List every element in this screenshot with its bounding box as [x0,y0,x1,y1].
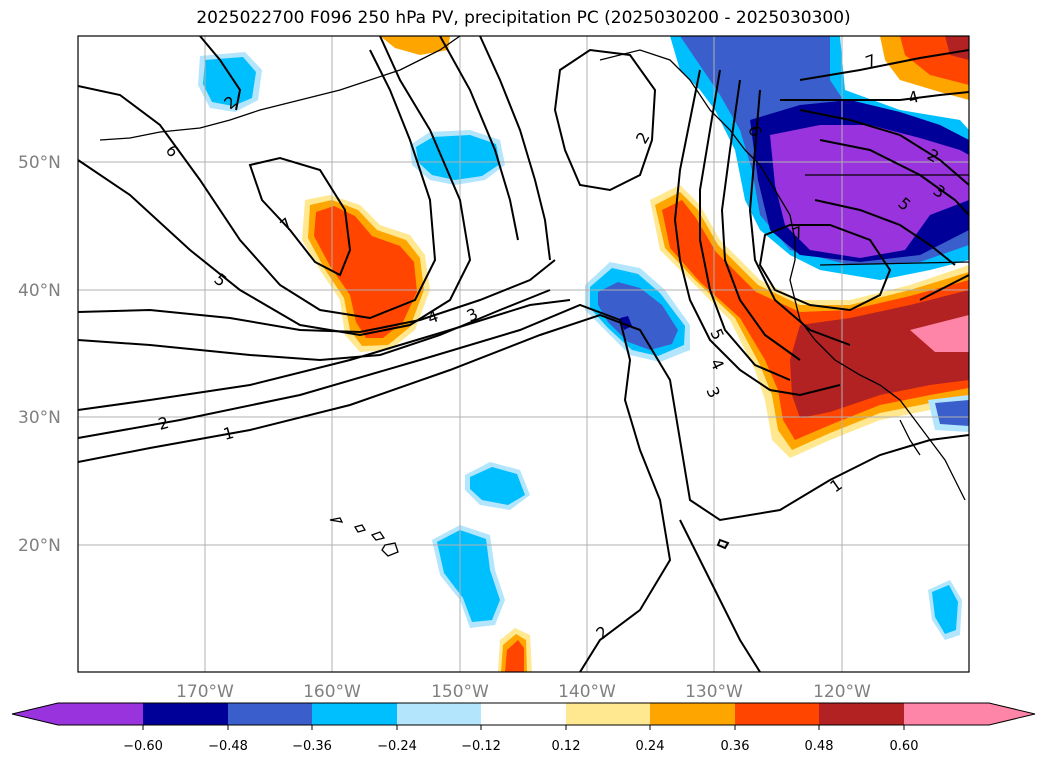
colorbar-bin [904,703,989,725]
coastlines [99,36,969,557]
colorbar-bin [566,703,650,725]
colorbar-bin [397,703,481,725]
precip-shading [198,36,969,672]
contour-label: 2 [156,413,171,434]
longitude-labels: 170°W 160°W 150°W 140°W 130°W 120°W [176,682,871,702]
colorbar-bin [143,703,228,725]
colorbar-tick-label: 0.60 [890,739,919,754]
colorbar-bin [228,703,312,725]
lat-label: 30°N [18,408,61,428]
lon-label: 170°W [176,682,234,702]
latitude-labels: 50°N 40°N 30°N 20°N [18,153,61,556]
colorbar-bin [481,703,566,725]
pv-contours [78,36,969,672]
lon-label: 130°W [685,682,743,702]
lat-label: 40°N [18,281,61,301]
colorbar-bin [58,703,143,725]
colorbar-tick-label: −0.12 [461,739,501,754]
colorbar-tick-label: 0.12 [552,739,581,754]
lon-label: 160°W [303,682,361,702]
map-frame [77,35,970,673]
pv-contour-2-south [78,303,672,672]
pv-contour-1-south [78,313,969,522]
lon-label: 140°W [558,682,616,702]
lat-label: 50°N [18,153,61,173]
colorbar-tick-label: 0.48 [805,739,834,754]
colorbar-extend-min [12,703,58,725]
colorbar: −0.60 −0.48 −0.36 −0.24 −0.12 0.12 0.24 … [11,702,1036,754]
colorbar-extend-max [989,703,1035,725]
colorbar-tick-label: −0.36 [292,739,332,754]
colorbar-tick-label: −0.48 [208,739,248,754]
gridlines [78,36,969,672]
map-panel: 7 6 5 4 3 2 1 2 2 7 6 5 4 3 2 1 5 4 3 7 … [78,36,969,672]
contour-label: 1 [221,423,236,444]
colorbar-bin [735,703,819,725]
colorbar-bin [650,703,735,725]
contour-label: 4 [906,87,921,108]
colorbar-tick-label: 0.36 [721,739,750,754]
colorbar-bin [312,703,397,725]
lon-label: 120°W [813,682,871,702]
lat-label: 20°N [18,536,61,556]
colorbar-tick-label: −0.60 [123,739,163,754]
colorbar-tick-label: −0.24 [377,739,417,754]
map-title: 2025022700 F096 250 hPa PV, precipitatio… [196,8,851,28]
colorbar-tick-label: 0.24 [636,739,665,754]
lon-label: 150°W [431,682,489,702]
colorbar-bin [819,703,904,725]
